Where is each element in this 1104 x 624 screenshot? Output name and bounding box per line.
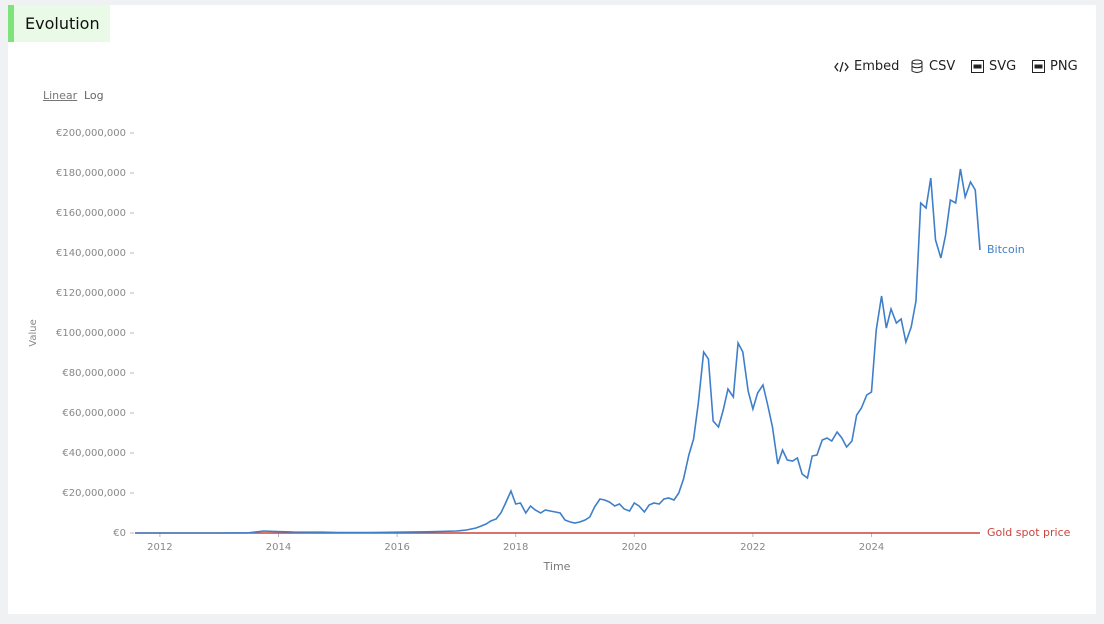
svg-button[interactable]: SVG (971, 59, 1016, 74)
x-tick-label: 2014 (266, 542, 291, 553)
y-tick-label: €40,000,000 (62, 448, 126, 459)
embed-button[interactable]: Embed (834, 59, 899, 74)
y-tick-label: €0 (113, 528, 126, 539)
button-label: Embed (854, 59, 900, 74)
x-tick-label: 2012 (147, 542, 172, 553)
page-title: Evolution (8, 5, 110, 42)
y-tick-label: €60,000,000 (62, 408, 126, 419)
csv-icon (911, 59, 923, 73)
series-label: Bitcoin (987, 243, 1025, 256)
x-tick-label: 2024 (859, 542, 884, 553)
button-label: CSV (929, 59, 956, 74)
linear-toggle[interactable]: Linear (43, 89, 78, 102)
csv-button[interactable]: CSV (911, 59, 955, 74)
y-tick-label: €100,000,000 (56, 328, 126, 339)
series-line (135, 168, 981, 534)
x-tick-label: 2016 (384, 542, 409, 553)
button-label: SVG (989, 59, 1017, 74)
y-tick-label: €180,000,000 (56, 168, 126, 179)
svg-icon (971, 60, 984, 73)
log-toggle[interactable]: Log (84, 89, 104, 102)
y-tick-label: €140,000,000 (56, 248, 126, 259)
x-axis-title: Time (543, 560, 571, 573)
y-tick-label: €120,000,000 (56, 288, 126, 299)
embed-icon (834, 61, 849, 72)
series-label: Gold spot price (987, 526, 1071, 539)
png-button[interactable]: PNG (1032, 59, 1078, 74)
button-label: PNG (1050, 59, 1078, 74)
x-tick-label: 2022 (740, 542, 765, 553)
x-tick-label: 2018 (503, 542, 528, 553)
y-tick-label: €160,000,000 (56, 208, 126, 219)
x-tick-label: 2020 (622, 542, 647, 553)
y-tick-label: €200,000,000 (56, 128, 126, 139)
y-axis-title: Value (28, 319, 39, 346)
y-tick-label: €80,000,000 (62, 368, 126, 379)
png-icon (1032, 60, 1045, 73)
y-tick-label: €20,000,000 (62, 488, 126, 499)
